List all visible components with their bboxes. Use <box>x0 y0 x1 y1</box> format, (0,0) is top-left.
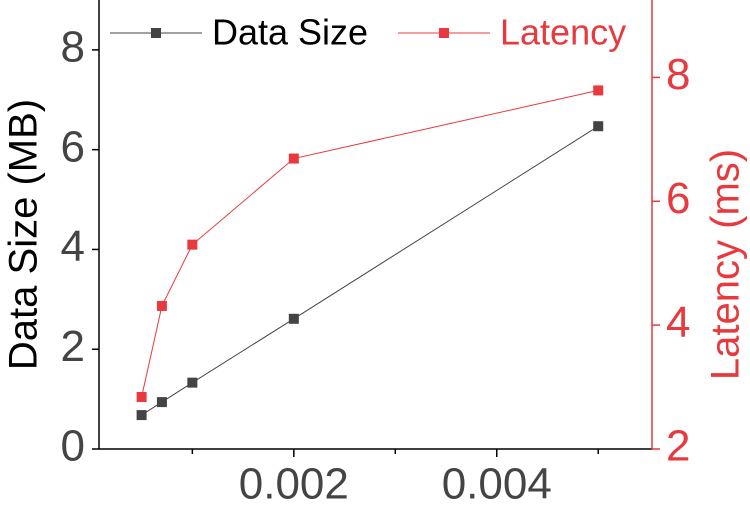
legend-label: Latency <box>500 12 626 53</box>
y2-tick-label: 4 <box>666 298 690 347</box>
series-marker <box>156 300 167 311</box>
series-marker <box>593 121 604 132</box>
legend-label: Data Size <box>212 12 368 53</box>
y-tick-label: 2 <box>61 322 85 371</box>
series-marker <box>593 85 604 96</box>
series-marker <box>136 391 147 402</box>
y-tick-label: 6 <box>61 122 85 171</box>
series-marker <box>136 410 147 421</box>
series-marker <box>156 397 167 408</box>
series-line <box>141 89 599 398</box>
legend-marker <box>151 28 161 38</box>
y-tick-label: 8 <box>61 23 85 72</box>
series-marker <box>187 239 198 250</box>
series-marker <box>187 377 198 388</box>
series-line <box>141 125 599 416</box>
x-tick-label: 0.004 <box>442 460 552 506</box>
x-tick-label: 0.002 <box>239 460 349 506</box>
y2-axis-title: Latency (ms) <box>704 149 748 380</box>
y2-tick-label: 6 <box>666 174 690 223</box>
y-tick-label: 4 <box>61 222 85 271</box>
series-marker <box>288 153 299 164</box>
y-axis-title: Data Size (MB) <box>2 99 46 370</box>
y2-tick-label: 2 <box>666 422 690 471</box>
y2-tick-label: 8 <box>666 50 690 99</box>
series-marker <box>288 313 299 324</box>
legend-marker <box>439 28 449 38</box>
y-tick-label: 0 <box>61 422 85 471</box>
